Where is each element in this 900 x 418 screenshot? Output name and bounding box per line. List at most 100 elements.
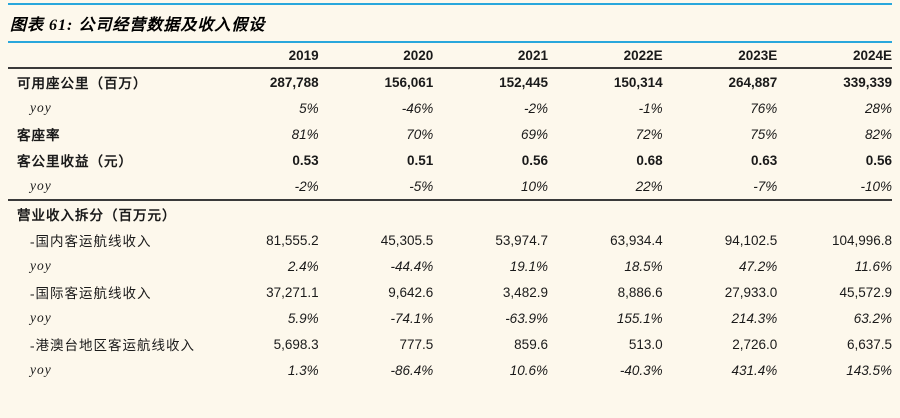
- cell-value: 339,339: [843, 74, 892, 90]
- cell-value: 63,934.4: [610, 232, 663, 248]
- table-row: 可用座公里（百万） 287,788 156,061 152,445 150,314 264…: [8, 68, 892, 95]
- row-label: yoy: [30, 258, 52, 273]
- row-label: 客座率: [17, 128, 61, 143]
- cell-value: 5.9%: [287, 310, 319, 326]
- cell-value: 76%: [750, 100, 778, 116]
- cell-value: 150,314: [613, 74, 663, 90]
- cell-value: 0.56: [521, 152, 548, 168]
- cell-value: 10.6%: [509, 362, 548, 378]
- cell-value: 0.53: [292, 152, 319, 168]
- cell-value: 6,637.5: [846, 336, 892, 352]
- cell-value: 63.2%: [853, 310, 892, 326]
- cell-value: 45,572.9: [839, 284, 892, 300]
- row-label: -国内客运航线收入: [30, 234, 152, 249]
- cell-value: 94,102.5: [724, 232, 778, 248]
- table-row: yoy 1.3% -86.4% 10.6% -40.3% 431.4% 143.5%: [8, 357, 892, 383]
- cell-value: 70%: [406, 126, 434, 142]
- title-top-rule: [8, 3, 892, 5]
- table-row: -港澳台地区客运航线收入 5,698.3 777.5 859.6 513.0 2,726.…: [8, 331, 892, 357]
- cell-value: 81,555.2: [266, 232, 319, 248]
- cell-value: 81%: [291, 126, 319, 142]
- report-figure: 图表 61: 公司经营数据及收入假设 2019 2020 2021 2022E 2023…: [8, 3, 892, 383]
- year-column-header: 2022E: [547, 43, 663, 69]
- row-label: 可用座公里（百万）: [17, 76, 148, 91]
- cell-value: 9,642.6: [388, 284, 434, 300]
- table-row: yoy -2% -5% 10% 22% -7% -10%: [8, 173, 892, 201]
- cell-value: 152,445: [499, 74, 548, 90]
- table-row: 客座率 81% 70% 69% 72% 75% 82%: [8, 121, 892, 147]
- cell-value: [777, 200, 892, 227]
- table-header-row: 2019 2020 2021 2022E 2023E 2024E: [8, 43, 892, 69]
- cell-value: 155.1%: [616, 310, 663, 326]
- cell-value: 69%: [520, 126, 548, 142]
- cell-value: [319, 200, 434, 227]
- table-row: 营业收入拆分（百万元）: [8, 200, 892, 227]
- cell-value: 10%: [433, 173, 548, 201]
- row-label: -国际客运航线收入: [30, 286, 152, 301]
- cell-value: -2%: [204, 173, 319, 201]
- row-label: yoy: [30, 362, 52, 377]
- cell-value: [204, 200, 319, 227]
- cell-value: 431.4%: [731, 362, 778, 378]
- year-column-header: 2021: [433, 43, 548, 69]
- cell-value: -44.4%: [390, 258, 434, 274]
- cell-value: [433, 200, 548, 227]
- cell-value: [663, 200, 778, 227]
- row-label: 客公里收益（元）: [17, 154, 133, 169]
- cell-value: -46%: [401, 100, 434, 116]
- cell-value: 104,996.8: [831, 232, 892, 248]
- cell-value: 859.6: [514, 336, 548, 352]
- cell-value: 3,482.9: [502, 284, 548, 300]
- cell-value: 72%: [635, 126, 663, 142]
- cell-value: 75%: [750, 126, 778, 142]
- operating-data-table: 2019 2020 2021 2022E 2023E 2024E 可用座公里（百万） 287…: [8, 43, 892, 383]
- cell-value: 0.56: [865, 152, 892, 168]
- table-row: yoy 2.4% -44.4% 19.1% 18.5% 47.2% 11.6%: [8, 253, 892, 279]
- cell-value: -86.4%: [390, 362, 434, 378]
- cell-value: 5%: [299, 100, 319, 116]
- cell-value: 19.1%: [509, 258, 548, 274]
- cell-value: -74.1%: [390, 310, 434, 326]
- cell-value: 82%: [864, 126, 892, 142]
- cell-value: -10%: [777, 173, 892, 201]
- row-label: yoy: [8, 173, 204, 201]
- table-row: -国际客运航线收入 37,271.1 9,642.6 3,482.9 8,886.6 27…: [8, 279, 892, 305]
- cell-value: 28%: [864, 100, 892, 116]
- table-row: -国内客运航线收入 81,555.2 45,305.5 53,974.7 63,934.…: [8, 227, 892, 253]
- cell-value: 156,061: [384, 74, 434, 90]
- year-column-header: 2019: [204, 43, 319, 69]
- year-column-header: 2020: [318, 43, 434, 69]
- cell-value: -40.3%: [619, 362, 663, 378]
- cell-value: -5%: [318, 173, 434, 201]
- cell-value: 8,886.6: [617, 284, 663, 300]
- cell-value: 0.51: [407, 152, 434, 168]
- cell-value: 214.3%: [731, 310, 778, 326]
- cell-value: [548, 200, 663, 227]
- cell-value: 143.5%: [846, 362, 892, 378]
- row-label: 营业收入拆分（百万元）: [17, 208, 177, 223]
- cell-value: 11.6%: [854, 258, 892, 274]
- cell-value: 264,887: [728, 74, 778, 90]
- cell-value: 2,726.0: [732, 336, 778, 352]
- year-column-header: 2024E: [777, 43, 892, 69]
- cell-value: 53,974.7: [495, 232, 548, 248]
- cell-value: 777.5: [399, 336, 434, 352]
- cell-value: 47.2%: [739, 258, 778, 274]
- row-label: yoy: [30, 310, 52, 325]
- cell-value: 0.63: [751, 152, 778, 168]
- cell-value: 27,933.0: [724, 284, 778, 300]
- table-row: 客公里收益（元） 0.53 0.51 0.56 0.68 0.63 0.56: [8, 147, 892, 173]
- table-row: yoy 5% -46% -2% -1% 76% 28%: [8, 95, 892, 121]
- cell-value: -63.9%: [505, 310, 548, 326]
- cell-value: -1%: [638, 100, 663, 116]
- cell-value: 5,698.3: [273, 336, 319, 352]
- cell-value: 1.3%: [287, 362, 319, 378]
- row-label: yoy: [30, 100, 52, 115]
- table-row: yoy 5.9% -74.1% -63.9% 155.1% 214.3% 63.2%: [8, 305, 892, 331]
- cell-value: -2%: [523, 100, 548, 116]
- cell-value: 22%: [547, 173, 663, 201]
- cell-value: -7%: [662, 173, 778, 201]
- cell-value: 45,305.5: [380, 232, 434, 248]
- cell-value: 287,788: [269, 74, 319, 90]
- title-bottom-rule: [8, 41, 892, 43]
